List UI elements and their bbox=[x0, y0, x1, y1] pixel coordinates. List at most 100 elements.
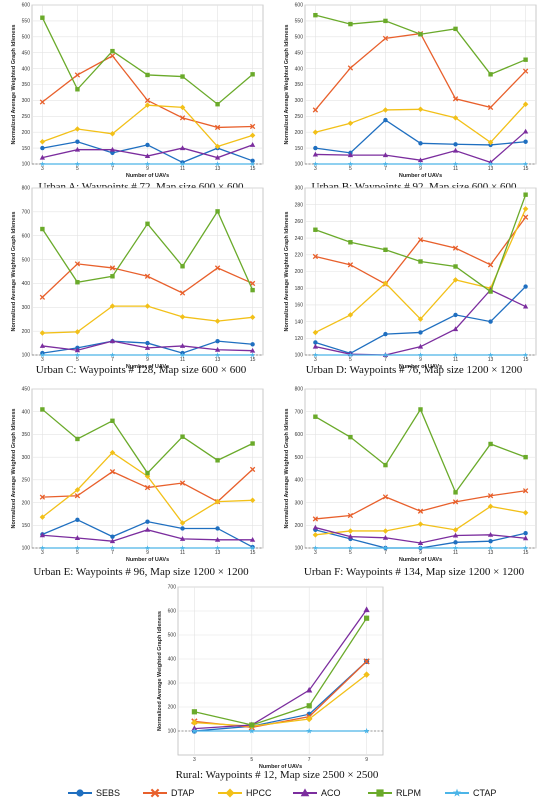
y-tick-label: 600 bbox=[22, 3, 31, 9]
x-axis-label: Number of UAVs bbox=[399, 364, 442, 370]
legend-item-hpcc: HPCC bbox=[218, 788, 272, 798]
data-point-ctap bbox=[250, 352, 256, 358]
x-tick-label: 11 bbox=[453, 550, 458, 556]
y-tick-label: 500 bbox=[168, 633, 177, 639]
data-point-rlpm bbox=[383, 462, 388, 468]
y-tick-label: 300 bbox=[295, 186, 304, 192]
y-tick-label: 800 bbox=[22, 186, 31, 192]
data-point-aco bbox=[39, 154, 46, 160]
data-point-hpcc bbox=[452, 277, 459, 283]
chart-panel-2: 100 200 300 400 500 600 700 800 3 5 7 9 11 13 15 Number… bbox=[11, 186, 264, 370]
data-point-sebs bbox=[453, 540, 458, 545]
y-tick-label: 200 bbox=[295, 130, 304, 136]
data-point-aco bbox=[312, 151, 319, 157]
data-point-ctap bbox=[39, 161, 45, 167]
data-point-hpcc bbox=[214, 143, 221, 150]
data-point-aco bbox=[144, 344, 151, 350]
series-ctap bbox=[312, 161, 529, 167]
data-point-aco bbox=[312, 343, 319, 349]
legend-marker-sebs bbox=[76, 789, 84, 797]
y-tick-label: 260 bbox=[295, 219, 304, 225]
legend-marker-rlpm bbox=[376, 789, 384, 797]
data-point-ctap bbox=[363, 727, 370, 734]
chart-panel-3: 100 120 140 160 180 200 220 240 260 280 300 3 5 7 9 11 1… bbox=[284, 186, 537, 370]
data-point-aco bbox=[74, 347, 81, 353]
data-point-aco bbox=[249, 347, 256, 353]
y-tick-label: 140 bbox=[295, 319, 304, 325]
data-point-rlpm bbox=[145, 470, 150, 476]
caption-rural: Rural: Waypoints # 12, Map size 2500 × 2… bbox=[176, 769, 379, 781]
data-point-hpcc bbox=[249, 497, 256, 504]
legend-label: HPCC bbox=[246, 788, 272, 798]
data-point-sebs bbox=[250, 342, 255, 347]
y-tick-label: 700 bbox=[22, 210, 31, 216]
series-hpcc bbox=[39, 449, 256, 526]
data-point-aco bbox=[249, 536, 256, 542]
legend-label: SEBS bbox=[96, 788, 120, 798]
data-point-hpcc bbox=[347, 120, 354, 127]
y-tick-label: 300 bbox=[22, 98, 31, 104]
x-tick-label: 11 bbox=[180, 166, 185, 172]
chart-panel-1: 100 150 200 250 300 350 400 450 500 550 600 3 5 7 9 11 1… bbox=[284, 3, 537, 179]
y-tick-label: 500 bbox=[295, 35, 304, 41]
data-point-ctap bbox=[215, 161, 221, 167]
data-point-rlpm bbox=[250, 441, 255, 446]
data-point-dtap bbox=[347, 65, 354, 71]
y-tick-label: 150 bbox=[22, 523, 31, 529]
x-tick-label: 7 bbox=[384, 166, 387, 172]
data-point-dtap bbox=[347, 512, 354, 519]
y-tick-label: 800 bbox=[295, 387, 304, 393]
data-point-dtap bbox=[39, 99, 46, 105]
series-aco bbox=[39, 526, 256, 544]
data-point-dtap bbox=[312, 253, 319, 260]
series-hpcc bbox=[39, 303, 256, 336]
x-tick-label: 13 bbox=[488, 550, 494, 556]
data-point-dtap bbox=[74, 261, 81, 267]
data-point-aco bbox=[417, 157, 424, 163]
data-point-hpcc bbox=[214, 318, 221, 324]
data-point-hpcc bbox=[312, 129, 319, 135]
data-point-ctap bbox=[453, 352, 459, 358]
y-tick-label: 100 bbox=[295, 546, 304, 552]
data-point-rlpm bbox=[453, 490, 458, 495]
legend-item-sebs: SEBS bbox=[68, 788, 120, 798]
data-point-ctap bbox=[417, 352, 424, 358]
data-point-dtap bbox=[74, 72, 81, 78]
data-point-dtap bbox=[452, 96, 459, 102]
x-tick-label: 15 bbox=[250, 166, 256, 172]
data-point-dtap bbox=[74, 493, 81, 499]
data-point-sebs bbox=[110, 150, 115, 156]
data-point-aco bbox=[417, 343, 424, 349]
data-point-hpcc bbox=[382, 280, 389, 286]
data-point-dtap bbox=[487, 104, 494, 111]
x-tick-label: 9 bbox=[419, 166, 422, 172]
data-point-ctap bbox=[180, 161, 186, 167]
data-point-ctap bbox=[74, 161, 80, 167]
y-tick-label: 700 bbox=[295, 409, 304, 415]
data-point-ctap bbox=[453, 161, 459, 167]
series-hpcc bbox=[312, 101, 529, 146]
data-point-hpcc bbox=[144, 303, 151, 309]
data-point-dtap bbox=[109, 265, 116, 271]
series-rlpm bbox=[313, 192, 528, 294]
x-tick-label: 9 bbox=[419, 550, 422, 556]
series-ctap bbox=[39, 352, 256, 358]
y-tick-label: 250 bbox=[22, 114, 31, 120]
series-line-aco bbox=[194, 609, 368, 730]
data-point-sebs bbox=[145, 142, 150, 148]
data-point-ctap bbox=[523, 545, 529, 551]
data-point-sebs bbox=[453, 312, 458, 318]
data-point-aco bbox=[363, 606, 370, 613]
data-point-dtap bbox=[382, 35, 389, 42]
data-point-rlpm bbox=[249, 722, 255, 728]
data-point-dtap bbox=[249, 466, 256, 473]
data-point-ctap bbox=[144, 161, 151, 167]
series-rlpm bbox=[313, 407, 528, 495]
data-point-sebs bbox=[313, 340, 318, 345]
legend-marker-dtap bbox=[150, 788, 160, 798]
data-point-dtap bbox=[214, 124, 221, 131]
data-point-hpcc bbox=[382, 107, 389, 113]
y-tick-label: 200 bbox=[295, 523, 304, 529]
data-point-ctap bbox=[306, 727, 313, 734]
series-dtap bbox=[312, 214, 529, 287]
